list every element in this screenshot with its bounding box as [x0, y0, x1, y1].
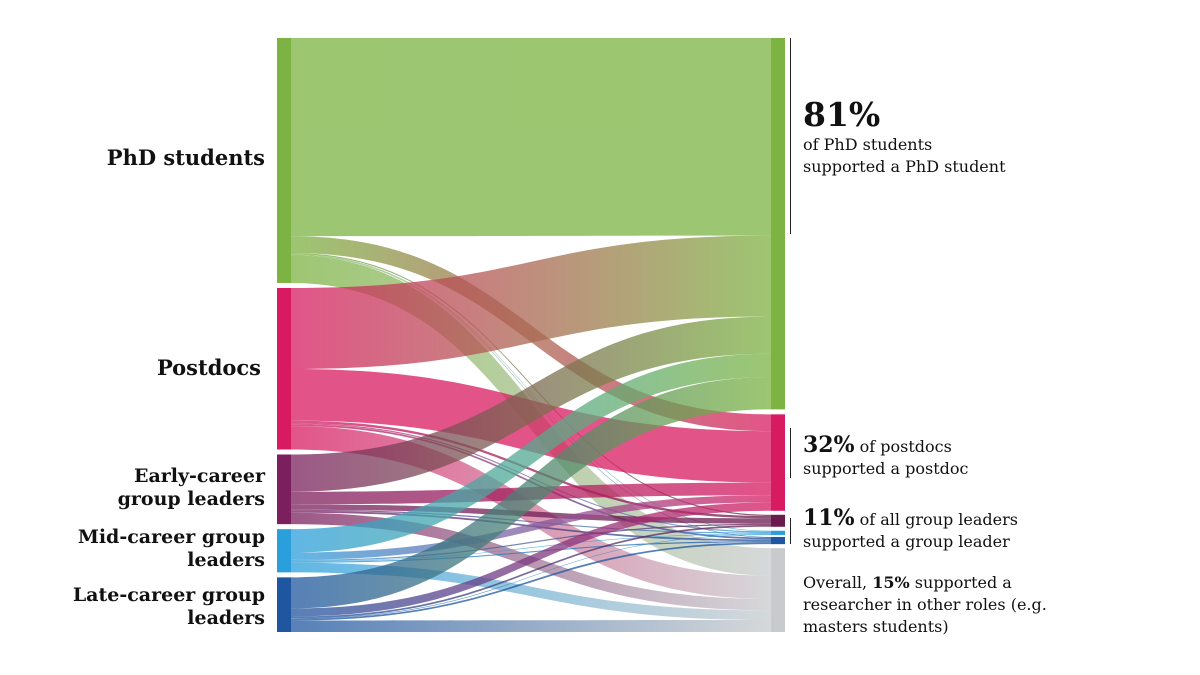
annotation-other-line2: researcher in other roles (e.g. — [803, 595, 1047, 614]
annotation-phd-line1: of PhD students — [803, 135, 933, 154]
flow-early-to-gl2 — [291, 509, 771, 534]
flow-mid-to-postdoc — [291, 495, 771, 560]
annotation-postdoc-line1: of postdocs — [859, 437, 952, 456]
flow-postdoc-to-phd — [291, 235, 771, 370]
bracket-postdoc — [790, 428, 791, 478]
target-bar-other — [771, 548, 785, 632]
flow-late-to-phd — [291, 377, 771, 609]
source-bar-mid — [277, 529, 291, 573]
target-bar-phd — [771, 38, 785, 410]
target-bar-postdoc — [771, 414, 785, 511]
flow-late-to-postdoc — [291, 502, 771, 617]
flow-layer — [291, 38, 771, 632]
annotation-other-line3: masters students) — [803, 617, 949, 636]
annotation-other: Overall, 15% supported a researcher in o… — [803, 572, 1047, 638]
flow-mid-to-gl3 — [291, 541, 771, 563]
target-bar-gl3 — [771, 536, 785, 545]
annotation-other-prefix: Overall, — [803, 573, 868, 592]
source-bar-postdoc — [277, 287, 291, 450]
bracket-phd — [790, 38, 791, 234]
annotation-postdoc-line2: supported a postdoc — [803, 459, 969, 478]
source-bar-phd — [277, 38, 291, 283]
annotation-gl-line2: supported a group leader — [803, 532, 1010, 551]
flow-late-to-gl1 — [291, 524, 771, 619]
flow-postdoc-to-gl1 — [291, 420, 771, 519]
annotation-gl-line1: of all group leaders — [859, 510, 1018, 529]
source-label-late-career: Late-career group leaders — [72, 584, 265, 629]
flow-early-to-phd — [291, 316, 771, 492]
flow-phd-to-phd — [291, 38, 771, 237]
target-bar-gl2 — [771, 530, 785, 535]
source-label-phd: PhD students — [106, 145, 265, 170]
source-bar-early — [277, 454, 291, 525]
annotation-phd: 81% of PhD students supported a PhD stud… — [803, 96, 1006, 178]
flow-postdoc-to-postdoc — [291, 369, 771, 483]
flow-mid-to-gl1 — [291, 523, 771, 561]
annotation-postdoc-pct: 32% — [803, 432, 855, 458]
flow-mid-to-gl2 — [291, 533, 771, 562]
annotation-phd-pct: 81% — [803, 95, 881, 134]
node-layer — [277, 38, 785, 632]
annotation-other-line1: supported a — [914, 573, 1012, 592]
target-bar-gl1 — [771, 514, 785, 527]
annotation-postdoc: 32% of postdocs supported a postdoc — [803, 434, 968, 480]
flow-late-to-other — [291, 620, 771, 632]
annotation-other-pct: 15% — [872, 573, 910, 592]
annotation-group-leader: 11% of all group leaders supported a gro… — [803, 507, 1018, 553]
flow-mid-to-phd — [291, 353, 771, 553]
source-label-postdoc: Postdocs — [156, 355, 261, 380]
source-label-mid-career: Mid-career group leaders — [77, 526, 265, 571]
bracket-group-leader — [790, 518, 791, 544]
flow-late-to-gl2 — [291, 534, 771, 619]
source-bar-late — [277, 577, 291, 632]
flow-late-to-gl3 — [291, 542, 771, 621]
annotation-phd-line2: supported a PhD student — [803, 157, 1006, 176]
source-label-early-career: Early-career group leaders — [117, 465, 265, 510]
flow-phd-to-gl1 — [291, 252, 771, 516]
annotation-gl-pct: 11% — [803, 505, 855, 531]
